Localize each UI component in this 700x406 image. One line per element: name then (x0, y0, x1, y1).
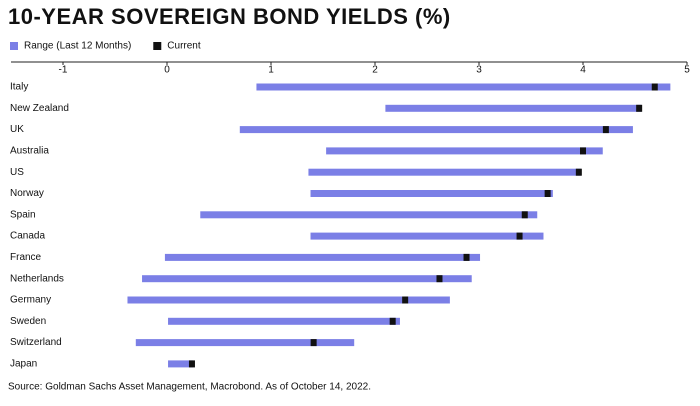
category-label: Switzerland (10, 337, 62, 348)
current-marker (516, 232, 523, 240)
x-tick-label: -1 (59, 65, 68, 76)
range-bar (200, 211, 538, 219)
x-tick-label: 1 (268, 65, 274, 76)
range-bar (164, 253, 481, 261)
range-bar (310, 232, 544, 240)
current-marker (580, 147, 586, 155)
legend-label: Range (Last 12 Months) (24, 41, 131, 52)
range-bar (127, 296, 450, 304)
category-label: France (10, 252, 42, 263)
current-marker (521, 211, 528, 219)
legend-label: Current (167, 41, 201, 52)
category-label: US (10, 167, 24, 178)
current-marker (602, 126, 609, 134)
current-marker (188, 360, 195, 368)
source-note: Source: Goldman Sachs Asset Management, … (8, 382, 371, 393)
category-label: Australia (10, 146, 49, 157)
current-marker (544, 190, 551, 197)
current-marker (651, 83, 658, 91)
category-label: Netherlands (10, 273, 64, 284)
current-marker (310, 339, 317, 347)
range-bar (308, 168, 581, 176)
range-bar (326, 147, 603, 155)
range-bar (168, 317, 400, 325)
range-bar (310, 190, 553, 197)
range-bar (135, 339, 355, 347)
current-marker (636, 104, 643, 112)
category-label: New Zealand (10, 103, 69, 114)
x-tick-label: 4 (580, 65, 586, 76)
legend-swatch (153, 42, 162, 50)
category-label: Japan (10, 359, 37, 370)
range-bar (256, 83, 671, 91)
chart-title: 10-YEAR SOVEREIGN BOND YIELDS (%) (8, 4, 451, 29)
category-label: Germany (10, 295, 51, 306)
current-marker (389, 317, 396, 325)
x-tick-label: 5 (684, 65, 690, 76)
range-bar (142, 275, 472, 283)
range-bar (168, 360, 193, 368)
range-bar (385, 104, 642, 112)
current-marker (402, 296, 409, 304)
range-bar (239, 126, 633, 134)
category-label: Canada (10, 231, 45, 242)
x-tick-label: 3 (476, 65, 482, 76)
category-label: Norway (10, 188, 44, 199)
category-label: Sweden (10, 316, 46, 327)
category-label: Italy (10, 82, 28, 93)
x-tick-label: 0 (164, 65, 170, 76)
current-marker (436, 275, 443, 283)
current-marker (575, 168, 582, 176)
legend-swatch (10, 42, 18, 50)
x-tick-label: 2 (372, 65, 378, 76)
current-marker (463, 253, 470, 261)
category-label: Spain (10, 209, 36, 220)
category-label: UK (10, 124, 24, 135)
